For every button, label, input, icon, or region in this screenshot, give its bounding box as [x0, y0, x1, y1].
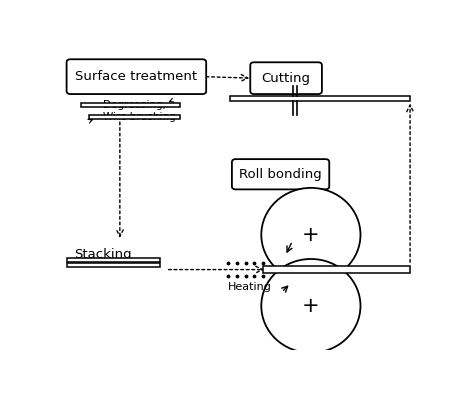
FancyBboxPatch shape — [66, 59, 206, 94]
Text: +: + — [302, 296, 319, 316]
FancyBboxPatch shape — [232, 159, 329, 189]
Text: Cutting: Cutting — [262, 72, 310, 84]
Text: Roll bonding: Roll bonding — [239, 168, 322, 181]
Text: Degreasing,
Wire brushing: Degreasing, Wire brushing — [103, 100, 176, 121]
Text: Surface treatment: Surface treatment — [75, 70, 198, 83]
Text: +: + — [302, 225, 319, 245]
Bar — [66, 258, 160, 262]
Bar — [230, 97, 410, 101]
FancyBboxPatch shape — [250, 62, 322, 94]
Bar — [82, 103, 181, 107]
Text: Stacking: Stacking — [74, 248, 132, 261]
Ellipse shape — [261, 188, 361, 282]
Text: Heating: Heating — [228, 282, 272, 292]
Bar — [66, 263, 160, 266]
Bar — [89, 115, 181, 119]
Ellipse shape — [261, 259, 361, 353]
Bar — [263, 266, 410, 273]
